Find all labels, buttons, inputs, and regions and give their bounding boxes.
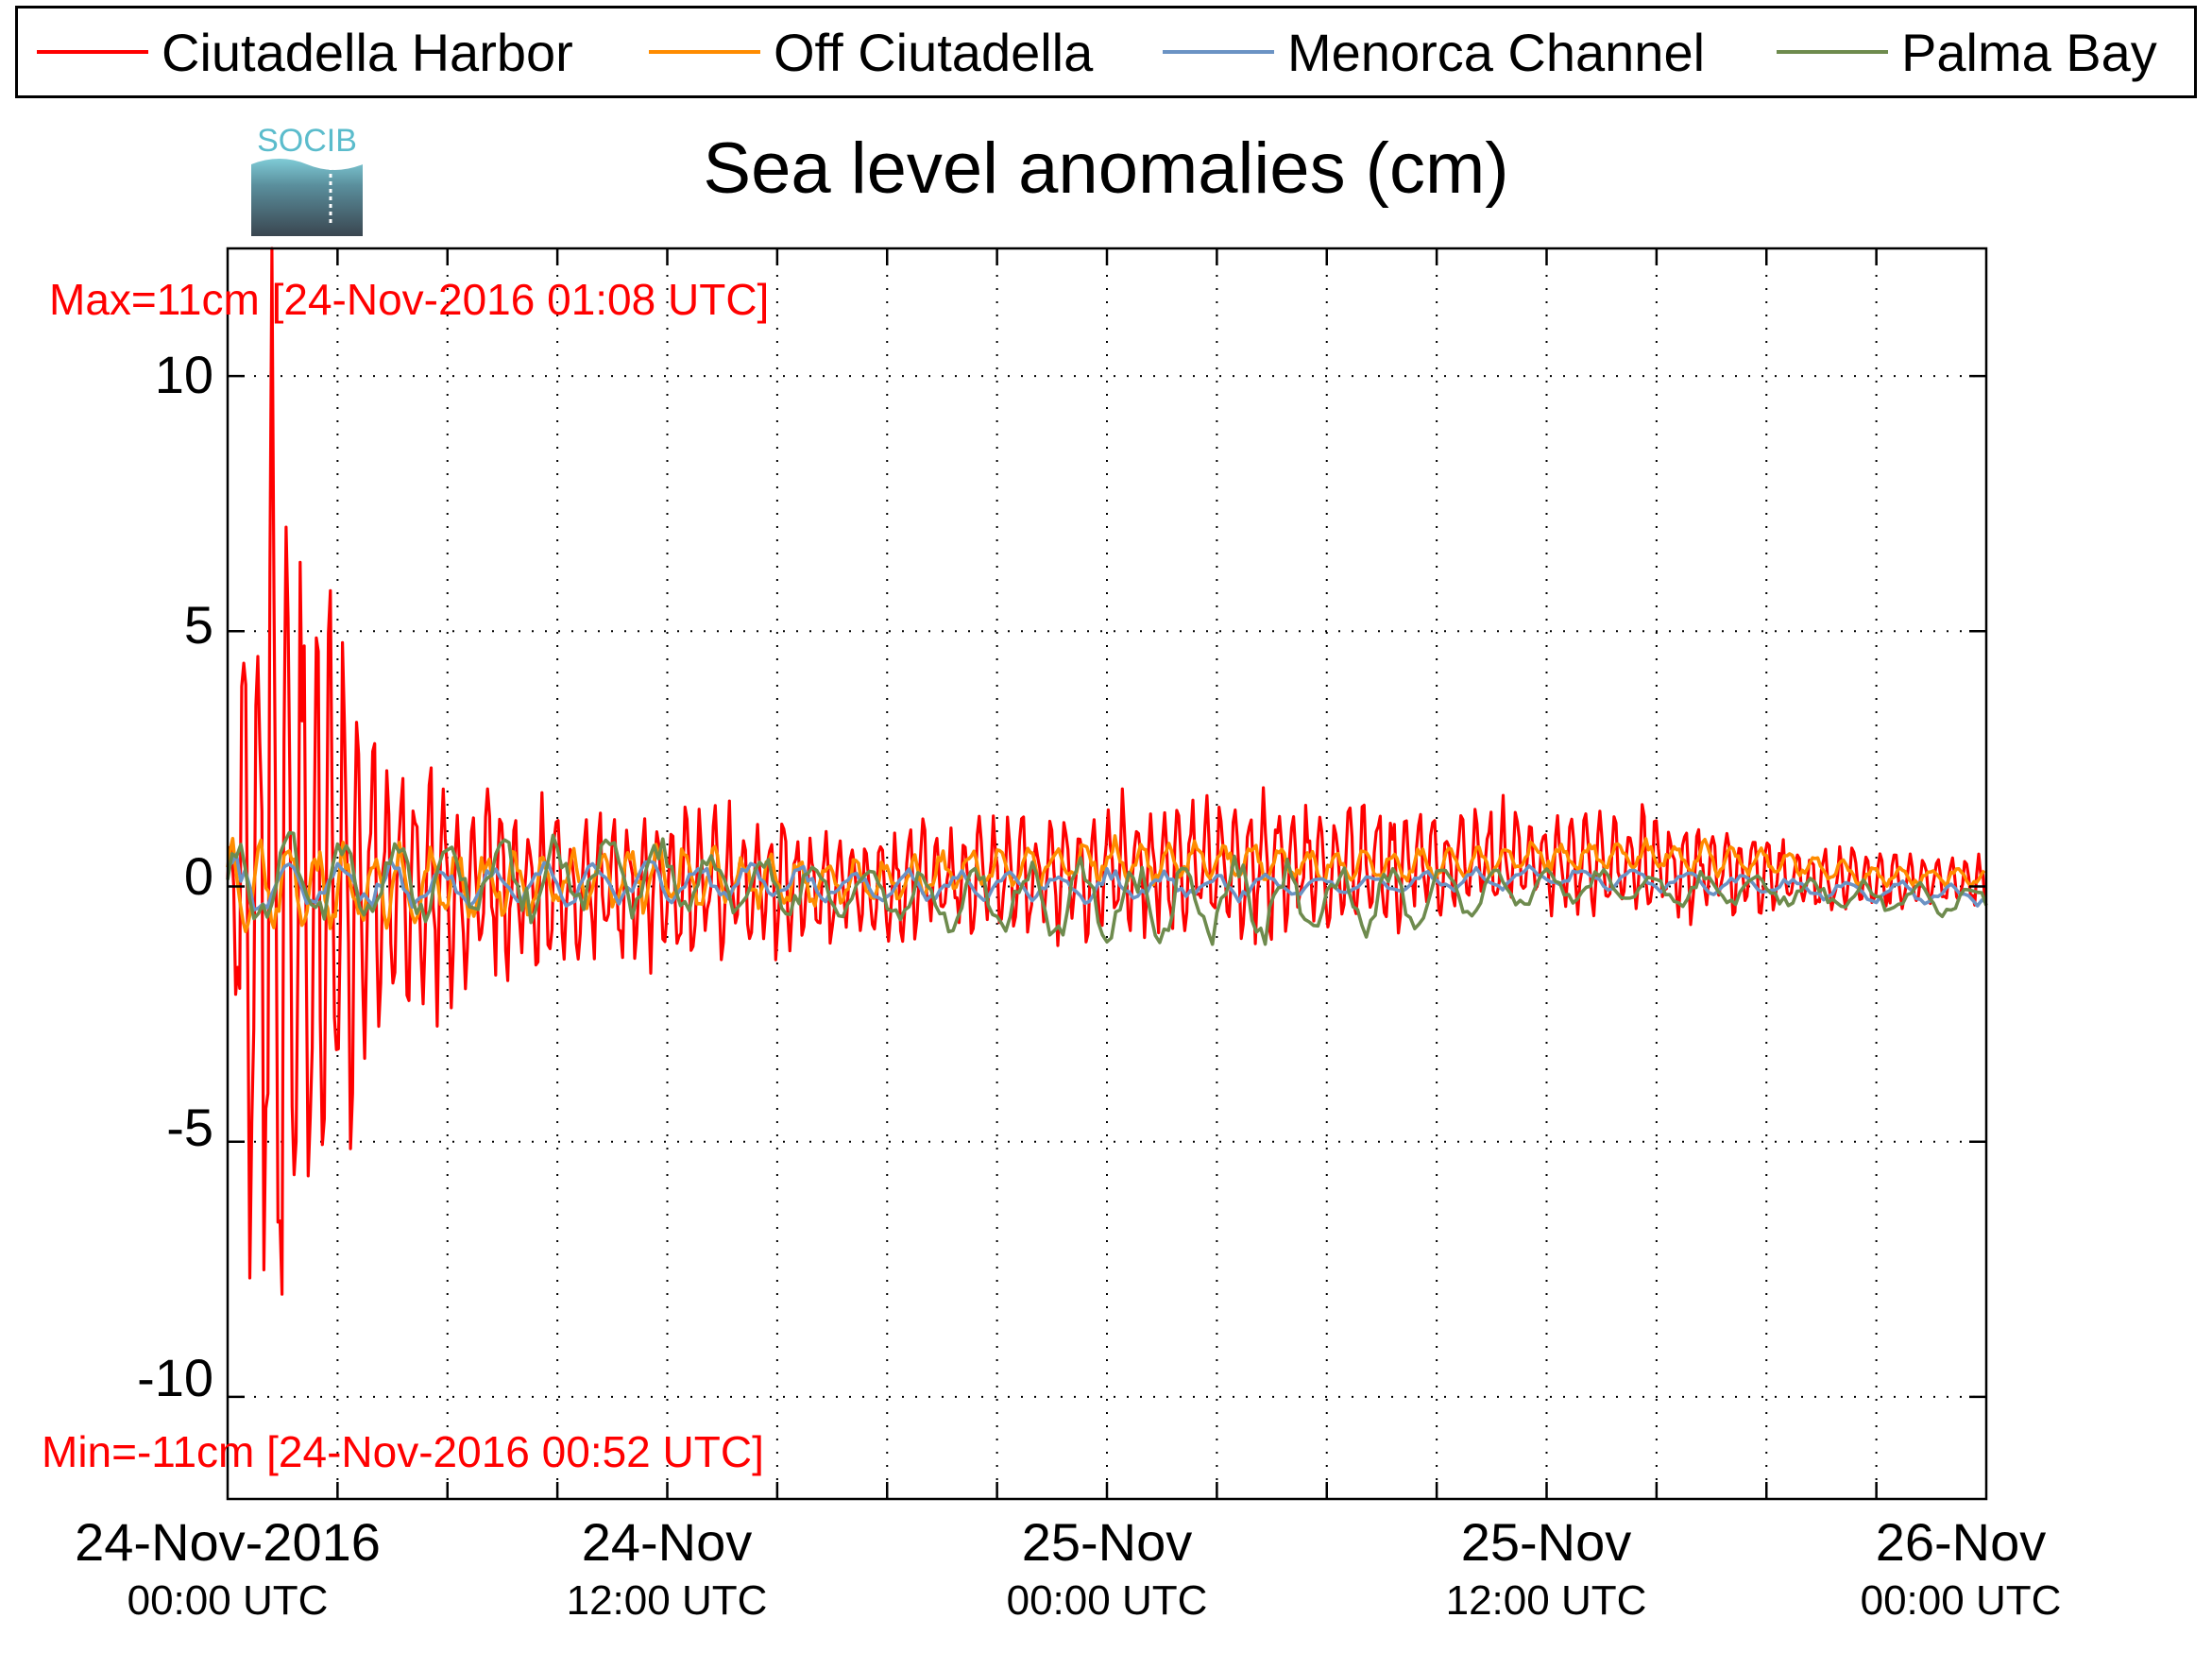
x-tick-label: 24-Nov-2016 — [75, 1512, 381, 1572]
series-line-palma-bay — [226, 830, 1988, 946]
x-tick-sublabel: 12:00 UTC — [1445, 1577, 1647, 1624]
legend-label: Ciutadella Harbor — [162, 22, 573, 82]
legend-entry-ciutadella-harbor: Ciutadella Harbor — [37, 9, 573, 95]
legend-swatch-palma-bay — [1777, 50, 1888, 54]
x-tick-sublabel: 12:00 UTC — [566, 1577, 768, 1624]
socib-logo: SOCIB — [251, 123, 363, 236]
legend-label: Off Ciutadella — [774, 22, 1094, 82]
y-tick-label: -5 — [166, 1098, 213, 1157]
logo-text: SOCIB — [257, 123, 357, 159]
legend: Ciutadella Harbor Off Ciutadella Menorca… — [15, 6, 2197, 98]
legend-entry-palma-bay: Palma Bay — [1777, 9, 2157, 95]
x-tick-label: 24-Nov — [581, 1512, 753, 1572]
y-tick-label: 5 — [183, 595, 213, 655]
legend-entry-menorca-channel: Menorca Channel — [1163, 9, 1705, 95]
max-annotation: Max=11cm [24-Nov-2016 01:08 UTC] — [49, 275, 770, 324]
axes — [226, 247, 1988, 1501]
y-tick-label: 0 — [183, 846, 213, 906]
y-tick-label: -10 — [137, 1348, 213, 1407]
legend-entry-off-ciutadella: Off Ciutadella — [649, 9, 1093, 95]
chart-title: Sea level anomalies (cm) — [703, 128, 1509, 209]
x-tick-sublabel: 00:00 UTC — [1860, 1577, 2062, 1624]
legend-swatch-off-ciutadella — [649, 50, 760, 54]
series-layer — [226, 247, 1988, 1296]
x-tick-label: 25-Nov — [1021, 1512, 1193, 1572]
legend-label: Menorca Channel — [1287, 22, 1706, 82]
x-tick-label: 26-Nov — [1875, 1512, 2047, 1572]
y-tick-label: 10 — [154, 345, 213, 404]
legend-swatch-ciutadella-harbor — [37, 50, 148, 54]
x-tick-label: 25-Nov — [1460, 1512, 1632, 1572]
x-tick-sublabel: 00:00 UTC — [1006, 1577, 1208, 1624]
legend-label: Palma Bay — [1901, 22, 2157, 82]
series-line-ciutadella-harbor — [226, 247, 1986, 1296]
x-tick-sublabel: 00:00 UTC — [127, 1577, 329, 1624]
legend-swatch-menorca-channel — [1163, 50, 1274, 54]
min-annotation: Min=-11cm [24-Nov-2016 00:52 UTC] — [42, 1427, 764, 1476]
